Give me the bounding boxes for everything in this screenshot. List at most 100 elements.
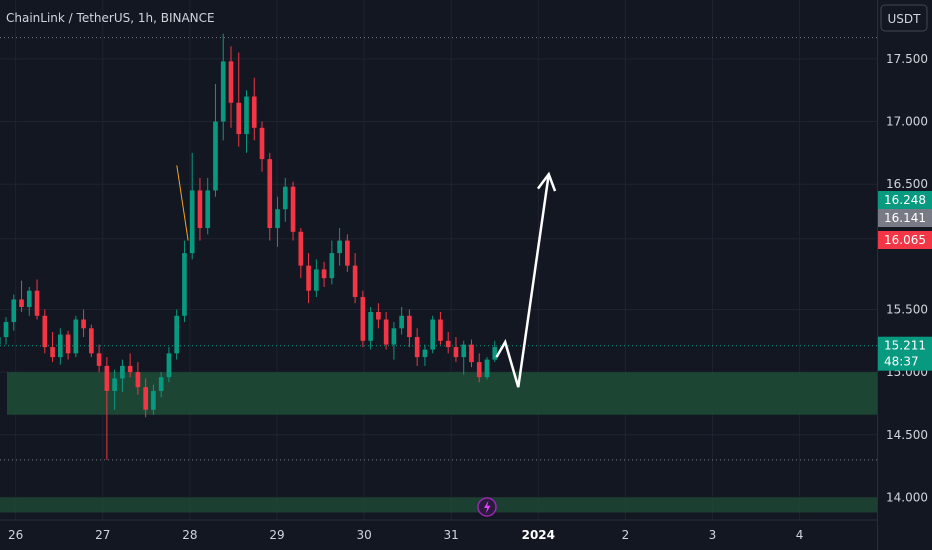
time-tick-label: 4 (796, 528, 804, 542)
candle-body (11, 299, 17, 323)
candle-body (89, 328, 94, 354)
price-tick-label: 15.500 (886, 302, 928, 316)
time-tick-label: 2024 (522, 528, 555, 542)
time-axis[interactable]: 26 27 28 29 30 31 2024 2 3 4 (8, 528, 803, 542)
candlestick-series (0, 33, 498, 460)
candle-body (306, 265, 311, 291)
candle-body (96, 353, 102, 366)
time-tick-label: 2 (622, 528, 630, 542)
candle-body (26, 290, 32, 307)
candle-body (282, 186, 288, 210)
drawing-tools (176, 165, 557, 388)
candle-body (236, 102, 242, 135)
candle-body (81, 319, 86, 329)
candle-body (438, 319, 443, 341)
price-tick-label: 16.500 (886, 177, 928, 191)
candle-body (368, 312, 373, 341)
price-badge-value: 16.141 (884, 211, 926, 225)
candle-body (0, 337, 1, 345)
price-tick-label: 17.000 (886, 115, 928, 129)
candle-body (275, 209, 280, 229)
candle-body (376, 312, 381, 320)
time-tick-label: 28 (182, 528, 197, 542)
time-tick-label: 30 (356, 528, 371, 542)
time-tick-label: 27 (95, 528, 110, 542)
currency-button-label: USDT (888, 12, 922, 26)
price-badges: 16.248 16.141 16.065 15.211 48:37 (878, 191, 932, 371)
candle-body (259, 127, 265, 160)
candle-body (313, 269, 319, 291)
candle-body (244, 96, 249, 135)
last-price-value: 15.211 (884, 339, 926, 353)
price-badge (878, 209, 932, 227)
candle-body (213, 121, 218, 191)
trend-marker-line (176, 165, 189, 241)
candle-body (251, 96, 257, 128)
candle-body (329, 253, 335, 279)
candle-body (476, 362, 482, 378)
candle-body (182, 253, 187, 316)
candle-body (19, 299, 24, 307)
candle-body (337, 240, 342, 254)
time-tick-label: 3 (709, 528, 717, 542)
candle-body (112, 378, 117, 391)
candle-body (391, 328, 397, 345)
candle-body (267, 159, 273, 229)
candle-body (135, 372, 141, 388)
candle-body (414, 337, 420, 358)
candle-body (220, 61, 226, 122)
price-badge (878, 191, 932, 209)
candle-body (345, 240, 350, 266)
candle-body (461, 344, 467, 358)
candle-body (484, 359, 490, 378)
candle-body (166, 353, 172, 378)
price-badge-value: 16.248 (884, 193, 926, 207)
candle-body (445, 340, 451, 348)
price-badge (878, 231, 932, 249)
candle-body (158, 377, 164, 391)
candle-body (228, 61, 234, 103)
bar-countdown: 48:37 (884, 355, 919, 369)
candle-body (189, 190, 195, 254)
candle-body (321, 269, 327, 279)
candle-body (57, 334, 63, 358)
time-tick-label: 29 (269, 528, 284, 542)
candle-body (360, 296, 366, 341)
candle-body (407, 315, 412, 338)
candle-body (42, 315, 48, 348)
candle-body (422, 349, 428, 358)
candle-body (352, 265, 358, 297)
projection-path-line (495, 173, 550, 388)
lightning-icon[interactable] (477, 497, 497, 517)
candle-body (174, 315, 180, 354)
candle-body (492, 347, 498, 360)
candle-body (151, 390, 156, 410)
candle-body (399, 315, 404, 329)
candle-body (430, 319, 436, 350)
candle-body (34, 290, 40, 316)
candle-body (197, 190, 203, 229)
price-tick-label: 17.500 (886, 52, 928, 66)
candle-body (73, 319, 79, 354)
price-tick-label: 14.000 (886, 490, 928, 504)
candle-body (383, 319, 389, 345)
price-badge-value: 16.065 (884, 233, 926, 247)
last-price-badge (878, 336, 932, 371)
candle-body (50, 347, 55, 358)
price-tick-label: 14.500 (886, 428, 928, 442)
candle-body (120, 365, 125, 379)
candle-body (127, 365, 133, 373)
candle-body (205, 190, 211, 229)
support-zone-rectangle (0, 497, 878, 513)
currency-button[interactable]: USDT (880, 4, 928, 32)
candle-body (104, 365, 110, 391)
time-tick-label: 31 (444, 528, 459, 542)
projection-arrowhead (536, 171, 557, 192)
symbol-title: ChainLink / TetherUS, 1h, BINANCE (6, 11, 215, 25)
candle-body (143, 387, 148, 410)
candle-body (65, 334, 71, 354)
candle-body (469, 344, 474, 363)
candle-body (3, 322, 9, 338)
